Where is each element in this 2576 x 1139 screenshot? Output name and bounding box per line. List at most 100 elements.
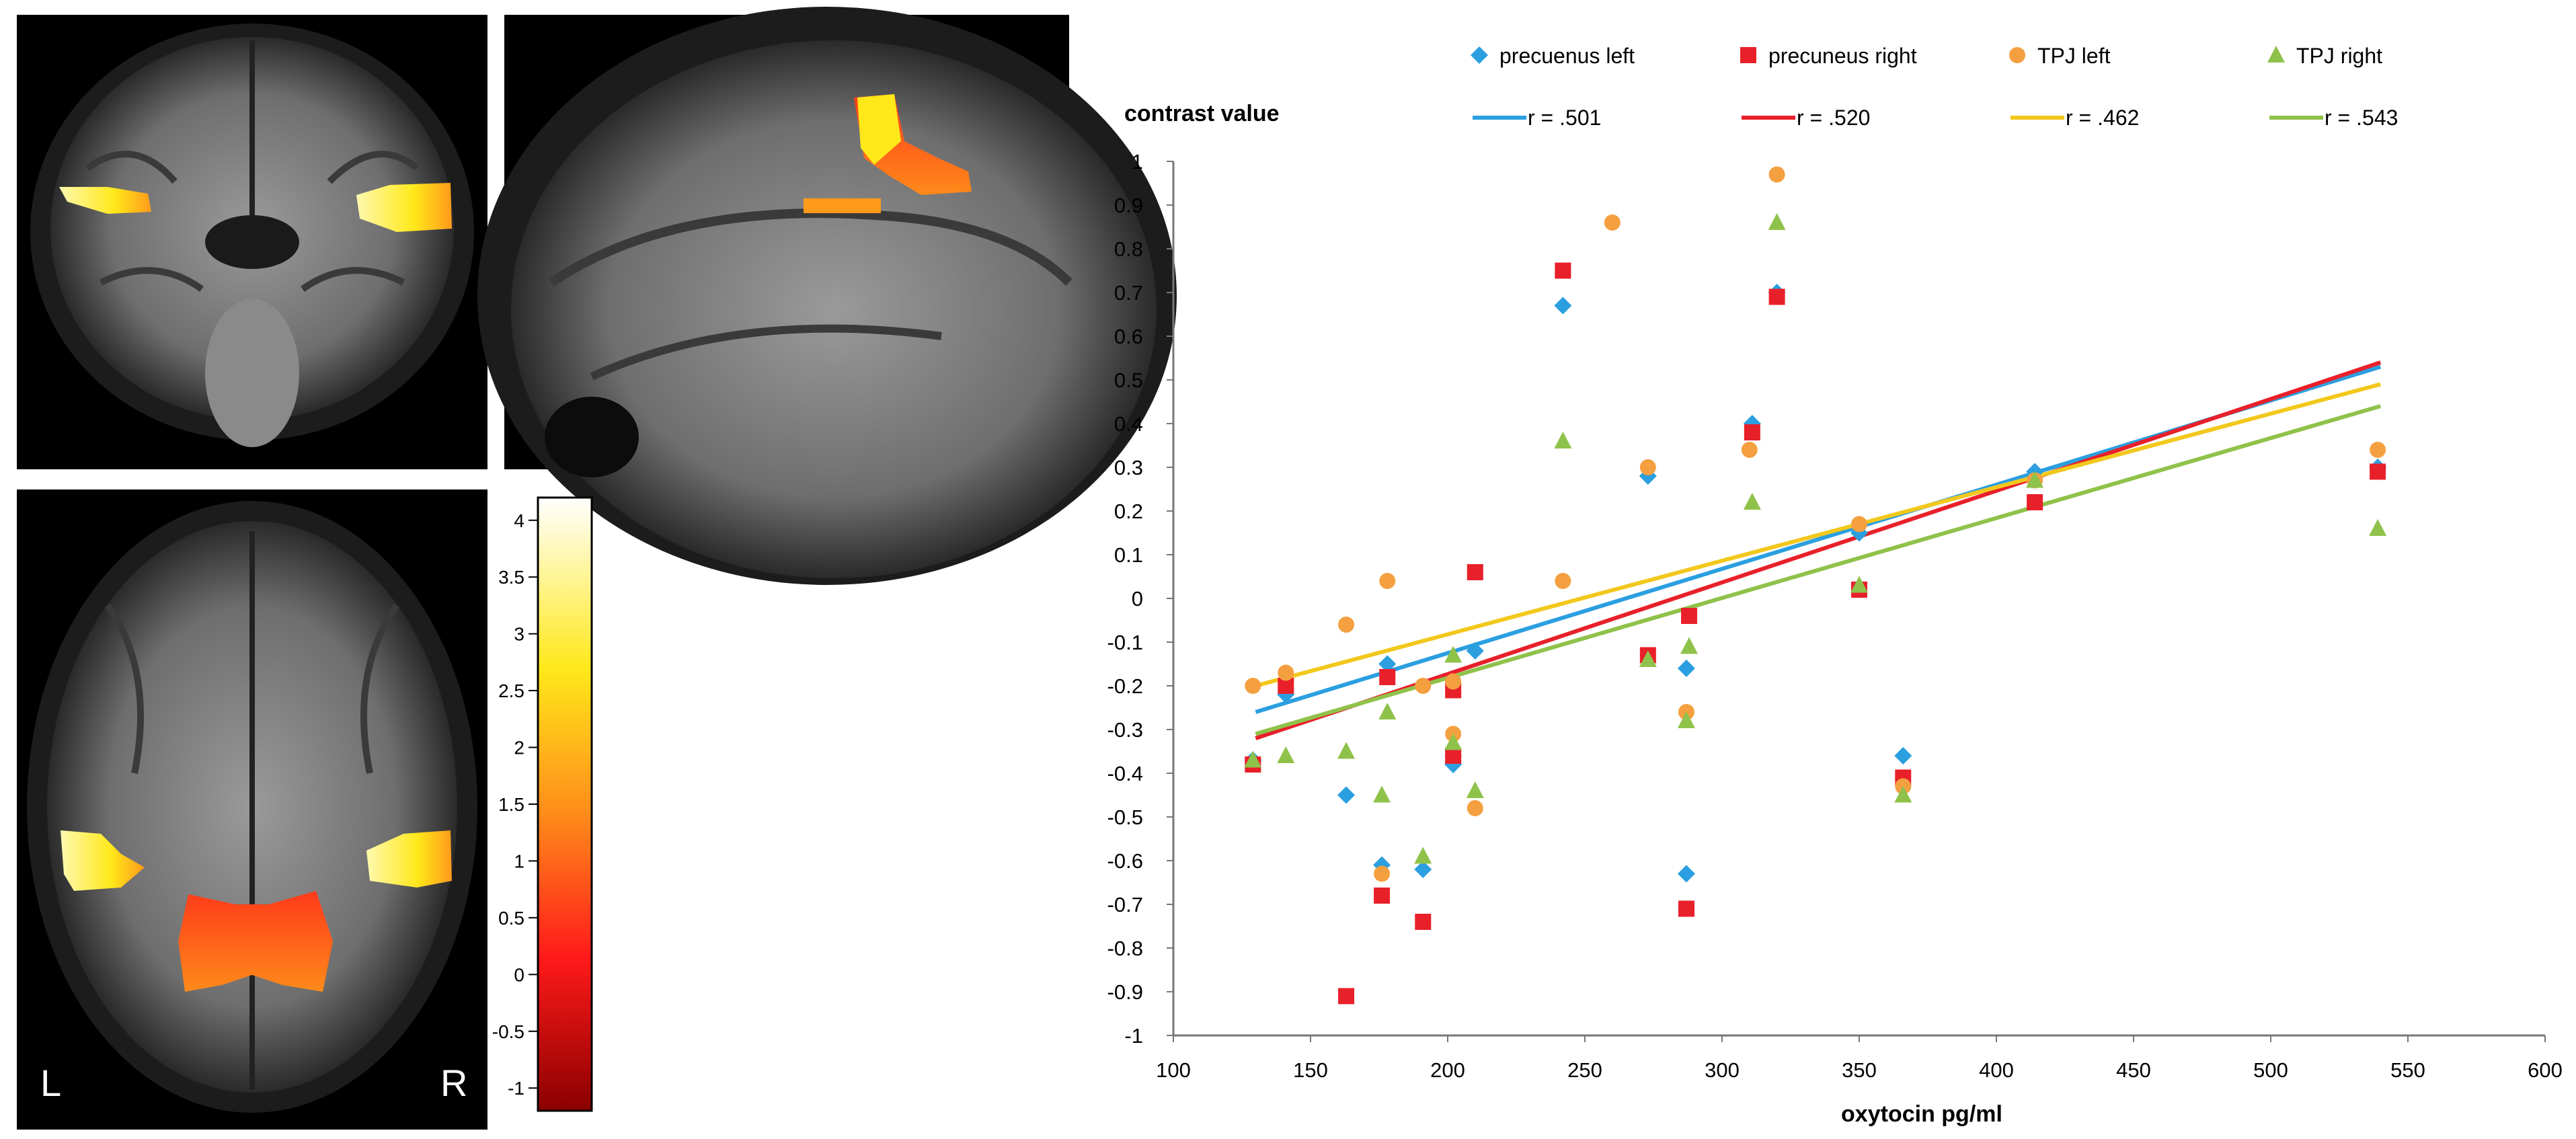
data-point-diamond [1466,642,1484,660]
legend-marker-circle [2009,47,2025,63]
data-point-circle [1639,459,1656,475]
legend-marker-diamond [1471,46,1488,64]
data-point-circle [1768,166,1785,183]
data-point-square [1467,564,1483,580]
data-point-triangle [1277,746,1295,763]
data-point-triangle [1444,645,1462,663]
data-point-triangle [1677,711,1695,728]
data-point-triangle [1894,785,1912,803]
colorbar-tick-label: 1 [514,851,524,871]
data-point-circle [1555,573,1571,589]
y-tick-label: -0.6 [1107,849,1143,873]
data-point-circle [1245,678,1261,694]
coronal-slice-panel [17,15,487,469]
activation-blob-tpj-sagittal [804,198,881,213]
y-tick-label: 0.8 [1114,237,1143,261]
x-tick-label: 400 [1979,1058,2014,1082]
y-tick-label: -0.7 [1107,893,1143,916]
data-point-triangle [1639,650,1657,667]
data-point-square [1768,288,1785,305]
legend-label: precuneus right [1768,44,1917,68]
y-tick-label: 0.2 [1114,500,1143,523]
x-ticks: 100 150 200 250 300 350 400 450 500 550 600 [1156,1035,2563,1082]
activation-blob-left-tpj-coronal [59,187,151,214]
data-point-triangle [1378,703,1397,719]
data-point-triangle [1554,432,1572,448]
legend-label: precuenus left [1499,44,1635,68]
y-axis-label: contrast value [1124,101,1280,126]
y-tick-label: -0.9 [1107,980,1143,1004]
data-point-circle [1379,573,1396,589]
y-tick-label: 0.4 [1114,412,1143,436]
x-tick-label: 150 [1293,1058,1328,1082]
data-point-triangle [1373,785,1391,803]
y-tick-label: -0.1 [1107,631,1143,654]
x-tick-label: 300 [1705,1058,1740,1082]
data-point-square [1445,748,1462,764]
x-tick-label: 450 [2116,1058,2151,1082]
data-point-triangle [1768,213,1786,230]
data-point-diamond [1677,660,1695,677]
y-ticks: 1 0.9 0.8 0.7 0.6 0.5 0.4 0.3 0.2 0.1 0 -0.1 -0.2 -0.… [1107,150,1173,1048]
colorbar-tick-label: 2 [514,738,524,758]
axial-slice-panel: L R [17,489,487,1130]
legend-trend-label: r = .462 [2066,106,2139,130]
data-point-square [2370,463,2386,480]
y-tick-label: -0.4 [1107,762,1143,785]
data-point-triangle [1444,733,1462,750]
data-point-diamond [1378,655,1397,673]
data-point-square [1681,608,1698,624]
data-point-square [2027,494,2043,510]
legend-label: TPJ left [2037,44,2111,68]
data-point-diamond [1337,786,1356,804]
data-point-circle [1445,673,1462,690]
data-point-triangle [1850,576,1868,593]
trendlines [1255,360,2382,740]
data-point-circle [1278,664,1294,681]
x-tick-label: 200 [1430,1058,1465,1082]
activation-blob-precuneus-axial [178,891,333,992]
data-point-circle [1741,442,1758,458]
data-point-triangle [2369,519,2387,536]
data-point-triangle [1337,742,1356,759]
colorbar-tick-label: 0 [514,964,524,985]
trendline-3 [1255,404,2382,736]
colorbar-tick-label: 3 [514,624,524,645]
x-tick-label: 550 [2390,1058,2425,1082]
data-point-square [1415,914,1432,930]
data-point-circle [1374,865,1391,882]
y-tick-label: 0.1 [1114,543,1143,567]
orientation-label-left: L [40,1062,61,1104]
colorbar-tick-label: 2.5 [498,680,524,701]
orientation-label-right: R [440,1062,467,1104]
activation-blob-right-tpj-coronal [356,183,452,232]
data-point-diamond [1894,747,1912,764]
activation-blob-precuneus-upper [857,94,901,165]
y-tick-label: -0.2 [1107,674,1143,698]
scatter-chart: contrast value oxytocin pg/ml 1 0.9 0.8 0.7… [1107,44,2563,1127]
data-point-triangle [1414,847,1432,864]
data-point-square [1338,988,1355,1005]
data-point-circle [1415,678,1432,694]
x-tick-label: 600 [2528,1058,2563,1082]
trendline-2 [1255,382,2381,688]
data-point-square [1678,900,1694,917]
x-tick-label: 500 [2253,1058,2288,1082]
y-tick-label: 0.6 [1114,325,1143,348]
colorbar-tick-label: 4 [514,510,524,531]
data-point-diamond [1554,297,1572,315]
x-tick-label: 100 [1156,1058,1191,1082]
trendline-1 [1255,360,2382,740]
y-tick-label: -0.5 [1107,806,1143,829]
y-tick-label: 0.7 [1114,281,1143,305]
x-tick-label: 350 [1842,1058,1877,1082]
data-point-triangle [1244,750,1262,768]
data-point-triangle [1466,781,1484,798]
y-tick-label: 0.5 [1114,368,1143,392]
legend: precuenus left precuneus right TPJ left TPJ… [1471,44,2398,130]
x-tick-label: 250 [1567,1058,1602,1082]
colorbar-tick-label: 1.5 [498,794,524,815]
activation-blob-right-tpj-axial [366,830,452,888]
data-point-diamond [1677,865,1695,883]
